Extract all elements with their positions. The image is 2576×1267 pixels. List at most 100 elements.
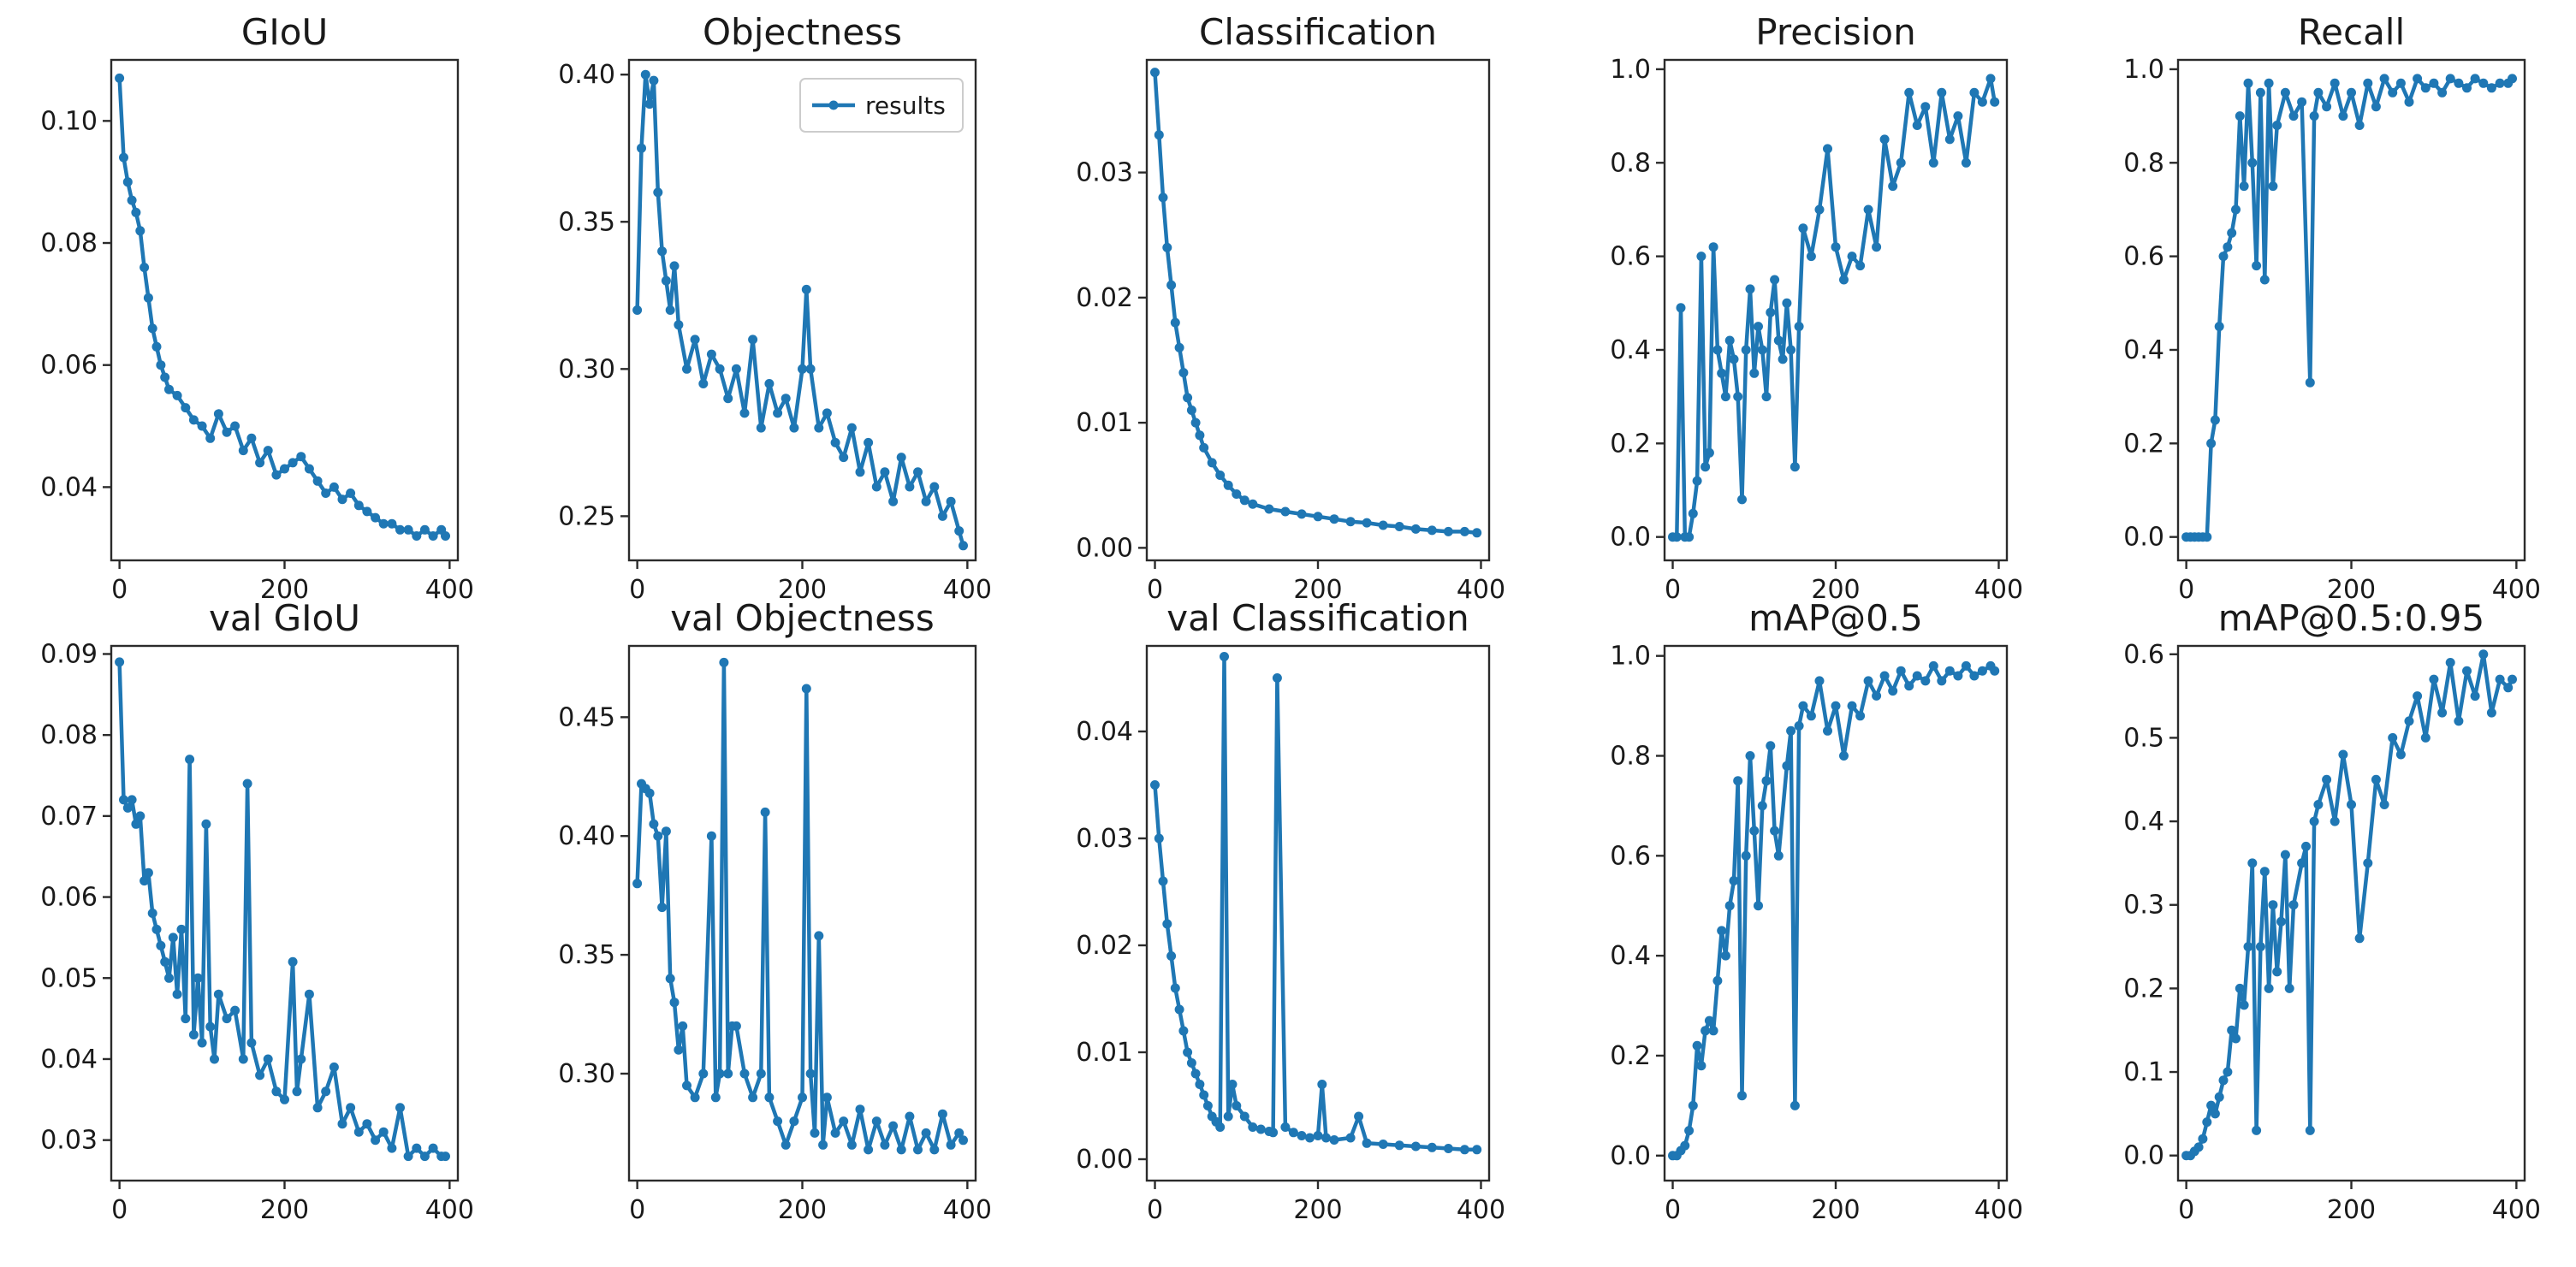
y-tick-label-classification: 0.03 <box>1076 158 1133 188</box>
y-tick-label-recall: 1.0 <box>2123 55 2164 85</box>
panel-title-giou: GIoU <box>241 11 328 53</box>
data-point-val-objectness <box>830 1128 840 1138</box>
data-point-val-objectness <box>674 1045 684 1055</box>
panel-giou: GIoU 0 200 400 0.04 0.06 0.08 0.10 <box>40 11 474 605</box>
data-point-val-classification <box>1329 1135 1339 1145</box>
y-tick-label-objectness: 0.25 <box>558 501 615 531</box>
panel-title-val-objectness: val Objectness <box>670 597 935 639</box>
data-point-objectness <box>640 69 650 80</box>
data-point-map-0-5-0-95 <box>2445 658 2455 667</box>
data-point-map-0-5 <box>1684 1126 1695 1136</box>
data-point-recall <box>2454 78 2464 88</box>
data-point-classification <box>1264 504 1274 514</box>
y-tick-label-objectness: 0.40 <box>558 60 615 90</box>
data-point-map-0-5 <box>1839 751 1849 761</box>
data-point-objectness <box>937 511 947 521</box>
data-point-map-0-5-0-95 <box>2420 732 2431 743</box>
data-point-val-objectness <box>665 974 675 984</box>
data-point-precision <box>1920 102 1931 112</box>
data-point-classification <box>1183 393 1193 403</box>
data-point-map-0-5-0-95 <box>2313 800 2324 809</box>
data-point-map-0-5-0-95 <box>2210 1109 2220 1119</box>
x-tick-label-objectness: 200 <box>778 575 827 605</box>
data-point-map-0-5-0-95 <box>2297 858 2307 868</box>
data-point-giou <box>280 464 289 474</box>
data-point-precision <box>1778 354 1788 364</box>
data-point-map-0-5 <box>1696 1061 1706 1071</box>
data-point-val-giou <box>329 1062 339 1072</box>
data-point-val-giou <box>193 973 203 983</box>
data-point-map-0-5 <box>1737 1091 1747 1101</box>
data-point-val-giou <box>387 1143 397 1153</box>
data-point-precision <box>1701 462 1711 472</box>
y-tick-label-val-giou: 0.07 <box>40 802 98 832</box>
panel-title-val-giou: val GIoU <box>209 597 360 639</box>
data-point-objectness <box>880 467 890 477</box>
data-point-objectness <box>798 364 807 374</box>
data-point-giou <box>387 518 397 529</box>
data-point-val-classification <box>1362 1138 1372 1148</box>
data-point-map-0-5-0-95 <box>2235 983 2245 993</box>
y-tick-label-recall: 0.0 <box>2123 523 2164 553</box>
data-point-val-classification <box>1354 1111 1364 1122</box>
data-point-map-0-5-0-95 <box>2478 649 2489 660</box>
y-tick-label-objectness: 0.30 <box>558 354 615 384</box>
data-point-objectness <box>665 305 675 315</box>
data-point-recall <box>2288 111 2299 121</box>
y-tick-label-recall: 0.2 <box>2123 429 2164 459</box>
data-point-recall <box>2379 74 2389 84</box>
x-tick-label-giou: 200 <box>260 575 309 605</box>
y-tick-label-map-0-5: 0.0 <box>1610 1141 1651 1171</box>
x-tick-label-map-0-5: 200 <box>1811 1195 1860 1225</box>
data-point-precision <box>1969 87 1979 98</box>
data-point-objectness <box>805 364 816 374</box>
data-point-precision <box>1896 157 1906 168</box>
data-point-map-0-5-0-95 <box>2272 967 2282 977</box>
data-point-val-giou <box>395 1103 405 1113</box>
data-point-map-0-5 <box>1688 1100 1698 1110</box>
data-point-val-giou <box>151 924 162 934</box>
data-point-objectness <box>731 364 741 374</box>
data-point-val-giou <box>263 1054 273 1064</box>
data-point-map-0-5-0-95 <box>2503 683 2514 693</box>
data-point-recall <box>2462 83 2472 93</box>
data-point-val-giou <box>181 1014 191 1024</box>
data-point-val-classification <box>1186 1058 1196 1068</box>
axes-frame-map-0-5 <box>1663 644 2009 1182</box>
data-point-map-0-5-0-95 <box>2347 800 2356 809</box>
data-point-map-0-5-0-95 <box>2301 841 2311 851</box>
data-point-val-giou <box>353 1127 364 1137</box>
data-point-giou <box>213 409 223 419</box>
data-point-precision <box>1790 462 1800 472</box>
data-point-val-objectness <box>710 1092 721 1103</box>
data-point-giou <box>164 384 174 394</box>
legend-box <box>799 78 964 133</box>
x-tick-label-val-objectness: 200 <box>778 1195 827 1225</box>
data-point-val-objectness <box>748 1092 758 1103</box>
data-point-recall <box>2420 83 2431 93</box>
data-point-classification <box>1162 242 1172 252</box>
y-tick-label-map-0-5: 0.4 <box>1610 941 1651 971</box>
y-tick-label-precision: 1.0 <box>1610 55 1651 85</box>
data-point-map-0-5 <box>1896 666 1906 676</box>
data-point-objectness <box>888 496 899 506</box>
data-point-precision <box>1904 87 1914 98</box>
data-point-giou <box>403 524 413 535</box>
y-tick-label-map-0-5: 1.0 <box>1610 642 1651 672</box>
data-point-val-classification <box>1317 1080 1327 1089</box>
x-tick-label-val-classification: 0 <box>1147 1195 1163 1225</box>
series-line-classification <box>1153 72 1477 536</box>
y-tick-label-precision: 0.6 <box>1610 242 1651 272</box>
data-point-objectness <box>946 496 956 506</box>
data-point-val-giou <box>403 1152 413 1162</box>
data-point-val-objectness <box>715 1069 725 1079</box>
data-point-classification <box>1174 342 1184 352</box>
data-point-giou <box>329 482 339 492</box>
data-point-giou <box>337 494 347 505</box>
data-point-map-0-5 <box>1847 701 1857 711</box>
data-point-giou <box>131 207 141 217</box>
data-point-map-0-5-0-95 <box>2495 674 2505 684</box>
data-point-recall <box>2297 97 2307 107</box>
data-point-val-giou <box>222 1014 232 1024</box>
data-point-val-objectness <box>764 1092 775 1103</box>
